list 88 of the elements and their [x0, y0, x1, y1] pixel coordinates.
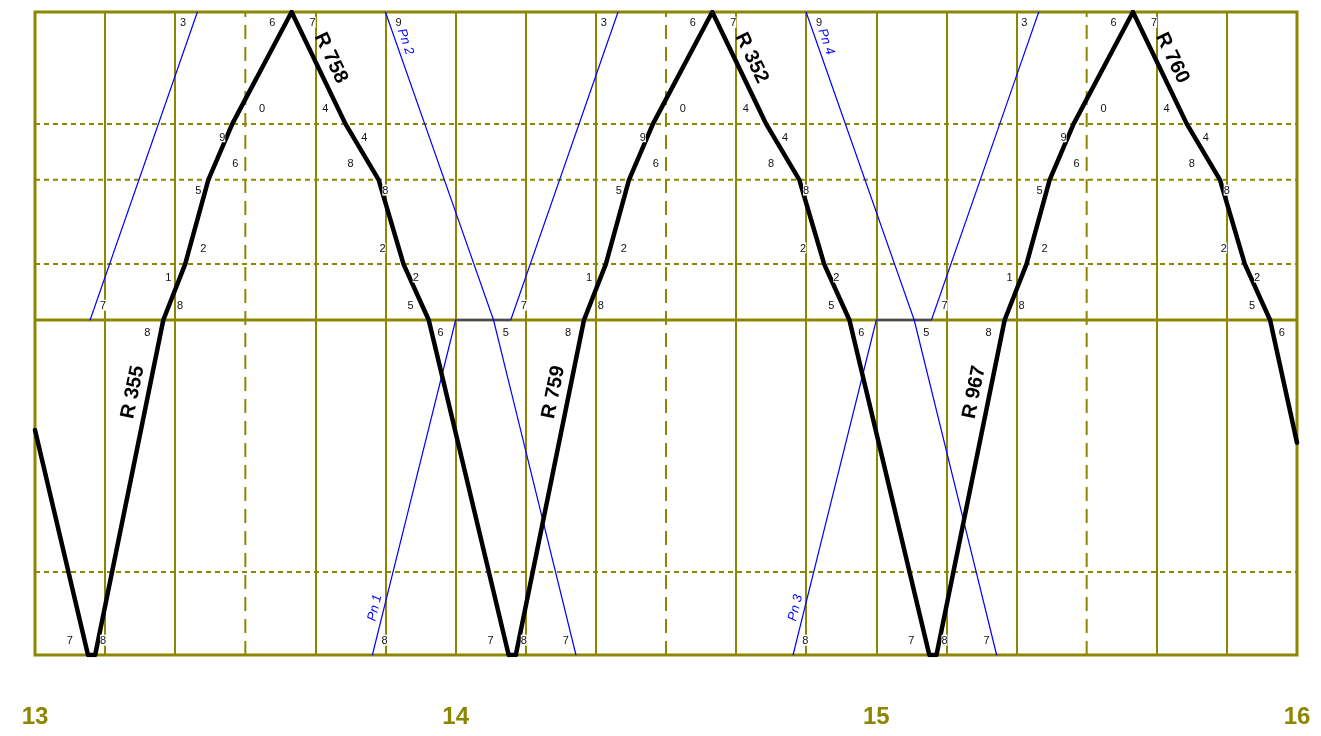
annotation: 4 [322, 101, 329, 114]
annotation: 5 [828, 299, 835, 312]
annotation: 8 [381, 634, 388, 647]
annotation: 5 [1248, 299, 1256, 312]
annotation: 4 [781, 130, 789, 143]
annotation: 8 [985, 326, 992, 339]
annotation: 0 [679, 101, 686, 114]
annotation: 9 [816, 16, 823, 29]
annotation: 8 [144, 326, 151, 339]
annotation: 6 [232, 157, 239, 170]
annotation: 3 [1021, 16, 1028, 29]
annotation: 6 [858, 326, 865, 339]
annotation: 6 [652, 157, 659, 170]
annotation: Pn 1 [363, 592, 385, 623]
annotation: 8 [564, 326, 572, 339]
annotation: 9 [1060, 130, 1067, 143]
annotation: 8 [1223, 184, 1230, 197]
annotation: 2 [1041, 241, 1048, 254]
annotation: 9 [639, 130, 646, 143]
annotation: 7 [487, 634, 494, 647]
annotation: 6 [1073, 157, 1080, 170]
annotation: 4 [1202, 130, 1209, 143]
annotation: 2 [412, 270, 419, 283]
annotation: 3 [600, 16, 607, 29]
annotation: 1 [165, 270, 172, 283]
annotation: 1 [585, 270, 593, 283]
annotation: 8 [803, 184, 810, 197]
annotation: 7 [1150, 16, 1158, 29]
annotation: 2 [1220, 241, 1227, 254]
annotation: 8 [382, 184, 389, 197]
annotation: 3 [180, 16, 187, 29]
annotation: R 760 [1152, 28, 1195, 87]
x-tick-label: 15 [862, 701, 890, 729]
annotation: R 759 [536, 363, 569, 421]
annotation: 6 [1110, 16, 1117, 29]
annotation: 9 [219, 130, 226, 143]
annotation: 7 [520, 299, 527, 312]
annotation: 7 [309, 16, 316, 29]
annotation: R 352 [731, 28, 775, 87]
annotation: 2 [379, 241, 386, 254]
annotation: 2 [200, 241, 207, 254]
annotation: 6 [689, 16, 696, 29]
annotation: 8 [802, 634, 809, 647]
annotation: 8 [1188, 157, 1195, 170]
annotation: 7 [941, 299, 948, 312]
annotation: 8 [520, 634, 527, 647]
annotation: R 758 [310, 28, 354, 87]
annotation: 0 [1100, 101, 1107, 114]
annotation: 4 [1163, 101, 1170, 114]
annotation: 9 [395, 16, 402, 29]
annotation: 0 [259, 101, 266, 114]
annotation: 8 [1018, 299, 1025, 312]
annotation: 2 [1253, 270, 1261, 283]
annotation: 8 [768, 157, 775, 170]
annotation: 6 [437, 326, 444, 339]
annotation: 1 [1006, 270, 1013, 283]
annotation: 2 [620, 241, 627, 254]
annotation: Pn 4 [815, 26, 839, 57]
x-tick-label: 16 [1283, 701, 1311, 729]
annotation: Pn 2 [394, 26, 418, 58]
annotation: Pn 3 [784, 592, 806, 623]
annotation: 7 [908, 634, 915, 647]
annotation: 5 [923, 326, 930, 339]
annotation: 7 [983, 634, 990, 647]
annotation: 4 [361, 130, 368, 143]
annotation: R 355 [115, 363, 148, 421]
x-tick-label: 13 [21, 701, 49, 729]
annotation: 7 [562, 634, 569, 647]
annotation: 5 [502, 326, 509, 339]
annotation: 6 [1278, 326, 1285, 339]
annotation: 2 [833, 270, 840, 283]
annotation: 7 [100, 299, 107, 312]
annotation: 6 [269, 16, 276, 29]
annotation: 8 [100, 634, 107, 647]
annotation: 5 [615, 184, 622, 197]
annotation: 2 [800, 241, 807, 254]
annotation: 5 [1036, 184, 1043, 197]
x-tick-label: 14 [442, 701, 470, 729]
annotation: 8 [347, 157, 354, 170]
annotation: 7 [730, 16, 737, 29]
annotation: R 967 [956, 363, 989, 421]
annotation: 7 [66, 634, 73, 647]
annotation: 8 [597, 299, 604, 312]
annotation: 8 [177, 299, 184, 312]
annotation: 8 [941, 634, 948, 647]
annotation: 4 [742, 101, 749, 114]
annotation: 5 [195, 184, 202, 197]
annotation: 5 [407, 299, 414, 312]
